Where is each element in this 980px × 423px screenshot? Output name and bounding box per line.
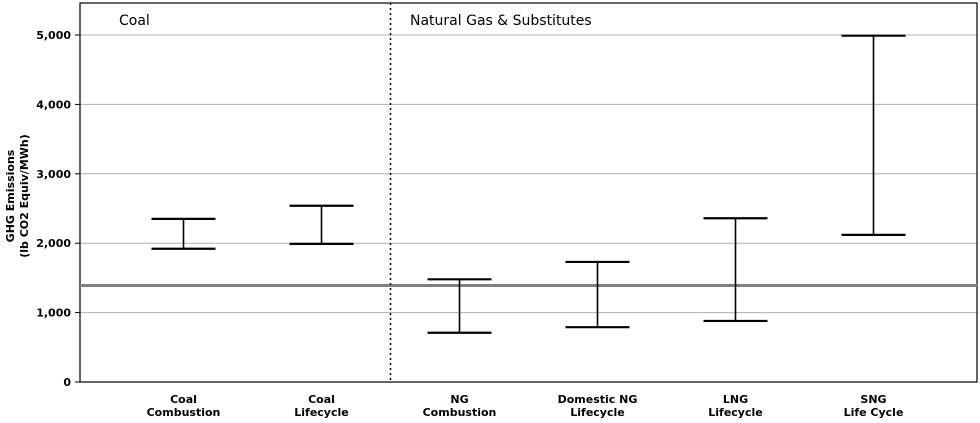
range-bar — [703, 217, 768, 323]
x-tick-label: NG — [450, 393, 468, 406]
plot-border — [79, 2, 978, 383]
y-tick-label: 0 — [63, 376, 71, 389]
y-tick-label: 2,000 — [36, 237, 71, 250]
range-bar — [841, 34, 906, 236]
range-bar — [565, 260, 630, 329]
x-tick-label: Coal — [308, 393, 335, 406]
y-axis-title-line1: GHG Emissions — [4, 149, 17, 242]
y-tick-label: 1,000 — [36, 307, 71, 320]
x-tick-label: LNG — [723, 393, 748, 406]
x-tick-label: Life Cycle — [844, 406, 904, 419]
y-tick-label: 4,000 — [36, 98, 71, 111]
y-tick-labels: 0 1,000 2,000 3,000 4,000 5,000 — [36, 29, 71, 389]
x-tick-label: Lifecycle — [708, 406, 762, 419]
x-tick-label: Combustion — [423, 406, 497, 419]
group-label-coal: Coal — [119, 13, 150, 29]
range-bars — [151, 34, 906, 334]
x-tick-label: Lifecycle — [570, 406, 624, 419]
x-tick-label: SNG — [860, 393, 886, 406]
range-bar — [427, 278, 492, 334]
plot-frame — [75, 2, 978, 383]
gridlines — [80, 34, 977, 314]
range-bar — [151, 217, 216, 250]
x-tick-label: Coal — [170, 393, 197, 406]
category-labels: CoalCombustionCoalLifecycleNGCombustionD… — [147, 393, 904, 419]
x-tick-label: Lifecycle — [294, 406, 348, 419]
group-label-natural-gas: Natural Gas & Substitutes — [410, 13, 592, 29]
y-tick-label: 3,000 — [36, 168, 71, 181]
y-axis-title-line2: (lb CO2 Equiv/MWh) — [18, 134, 31, 258]
x-tick-label: Domestic NG — [558, 393, 638, 406]
x-tick-label: Combustion — [147, 406, 221, 419]
y-tick-label: 5,000 — [36, 29, 71, 42]
range-bar — [289, 204, 354, 245]
